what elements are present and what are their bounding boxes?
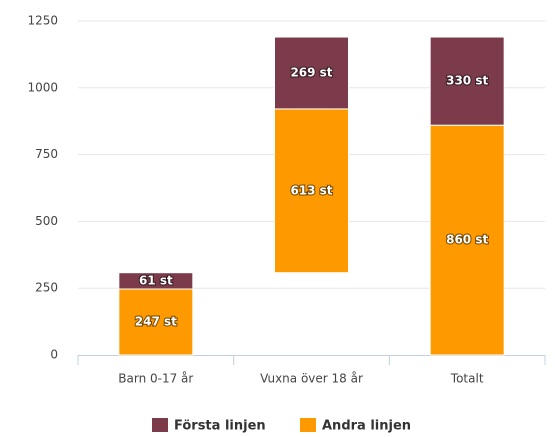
bar-segment <box>274 36 349 110</box>
data-label: 613 st <box>290 183 332 197</box>
data-label: 269 st <box>290 65 332 79</box>
y-tick-label: 0 <box>50 348 58 362</box>
y-tick-label: 1250 <box>27 14 58 28</box>
x-tick-label: Vuxna över 18 år <box>260 372 363 386</box>
x-tick-label: Barn 0-17 år <box>118 372 193 386</box>
data-label: 61 st <box>139 273 173 287</box>
x-tick-label: Totalt <box>450 372 484 386</box>
bar-segment <box>274 108 349 274</box>
y-tick-label: 500 <box>35 214 58 228</box>
bar-segment <box>118 272 194 290</box>
y-tick-label: 750 <box>35 147 58 161</box>
data-label: 247 st <box>135 315 177 329</box>
data-label: 330 st <box>446 74 488 88</box>
legend-label: Första linjen <box>174 419 266 434</box>
legend-label: Andra linjen <box>322 419 411 434</box>
data-label: 860 st <box>446 233 488 247</box>
y-tick-label: 250 <box>35 281 58 295</box>
y-tick-label: 1000 <box>27 80 58 94</box>
bar-segment <box>429 124 505 356</box>
legend-swatch <box>152 418 168 432</box>
legend-swatch <box>300 418 316 432</box>
bar-segment <box>429 36 505 126</box>
